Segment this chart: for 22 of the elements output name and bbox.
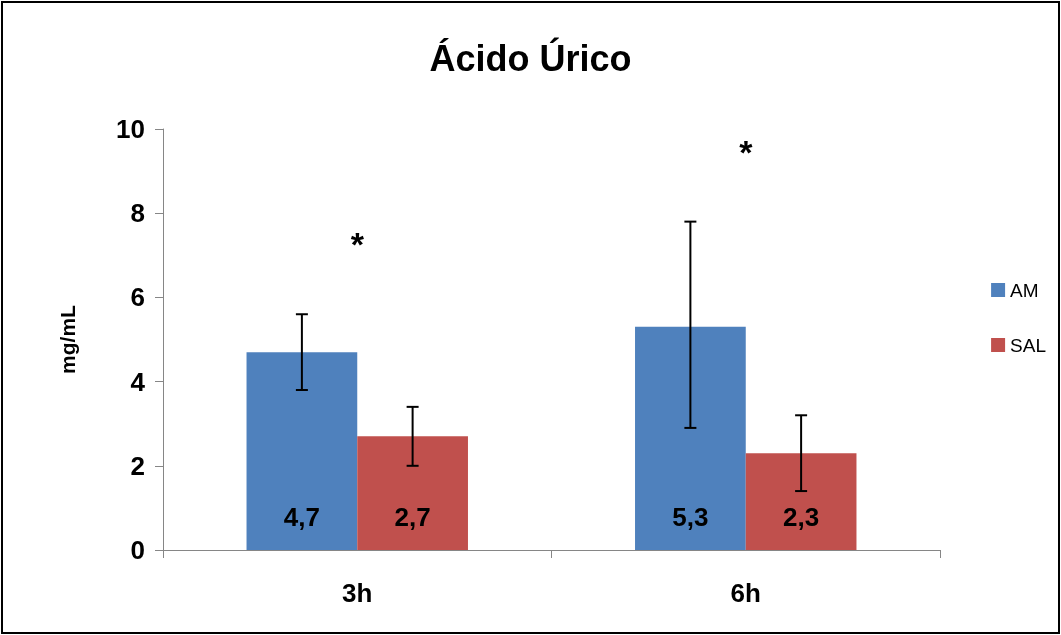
x-tick-label: 6h xyxy=(730,578,761,608)
bar xyxy=(635,326,746,550)
bar xyxy=(357,436,468,550)
data-label: 2,7 xyxy=(394,502,431,532)
x-tick-label: 3h xyxy=(342,578,373,608)
data-label: 2,3 xyxy=(783,502,820,532)
annotation: * xyxy=(739,132,754,171)
annotation: * xyxy=(350,225,365,264)
y-axis-title: mg/mL xyxy=(56,304,79,374)
bar xyxy=(246,352,358,550)
y-tick-label: 10 xyxy=(116,114,145,144)
data-label: 4,7 xyxy=(283,502,320,532)
y-tick-label: 6 xyxy=(130,282,145,313)
y-tick-label: 2 xyxy=(130,450,145,481)
chart-title: Ácido Úrico xyxy=(429,36,632,79)
bar xyxy=(745,453,857,550)
y-tick-label: 0 xyxy=(130,535,145,565)
data-label: 5,3 xyxy=(672,502,709,532)
y-tick-label: 4 xyxy=(130,366,146,397)
legend-label: AM xyxy=(1010,279,1039,301)
legend-label: SAL xyxy=(1010,334,1047,356)
y-tick-label: 8 xyxy=(130,198,145,229)
